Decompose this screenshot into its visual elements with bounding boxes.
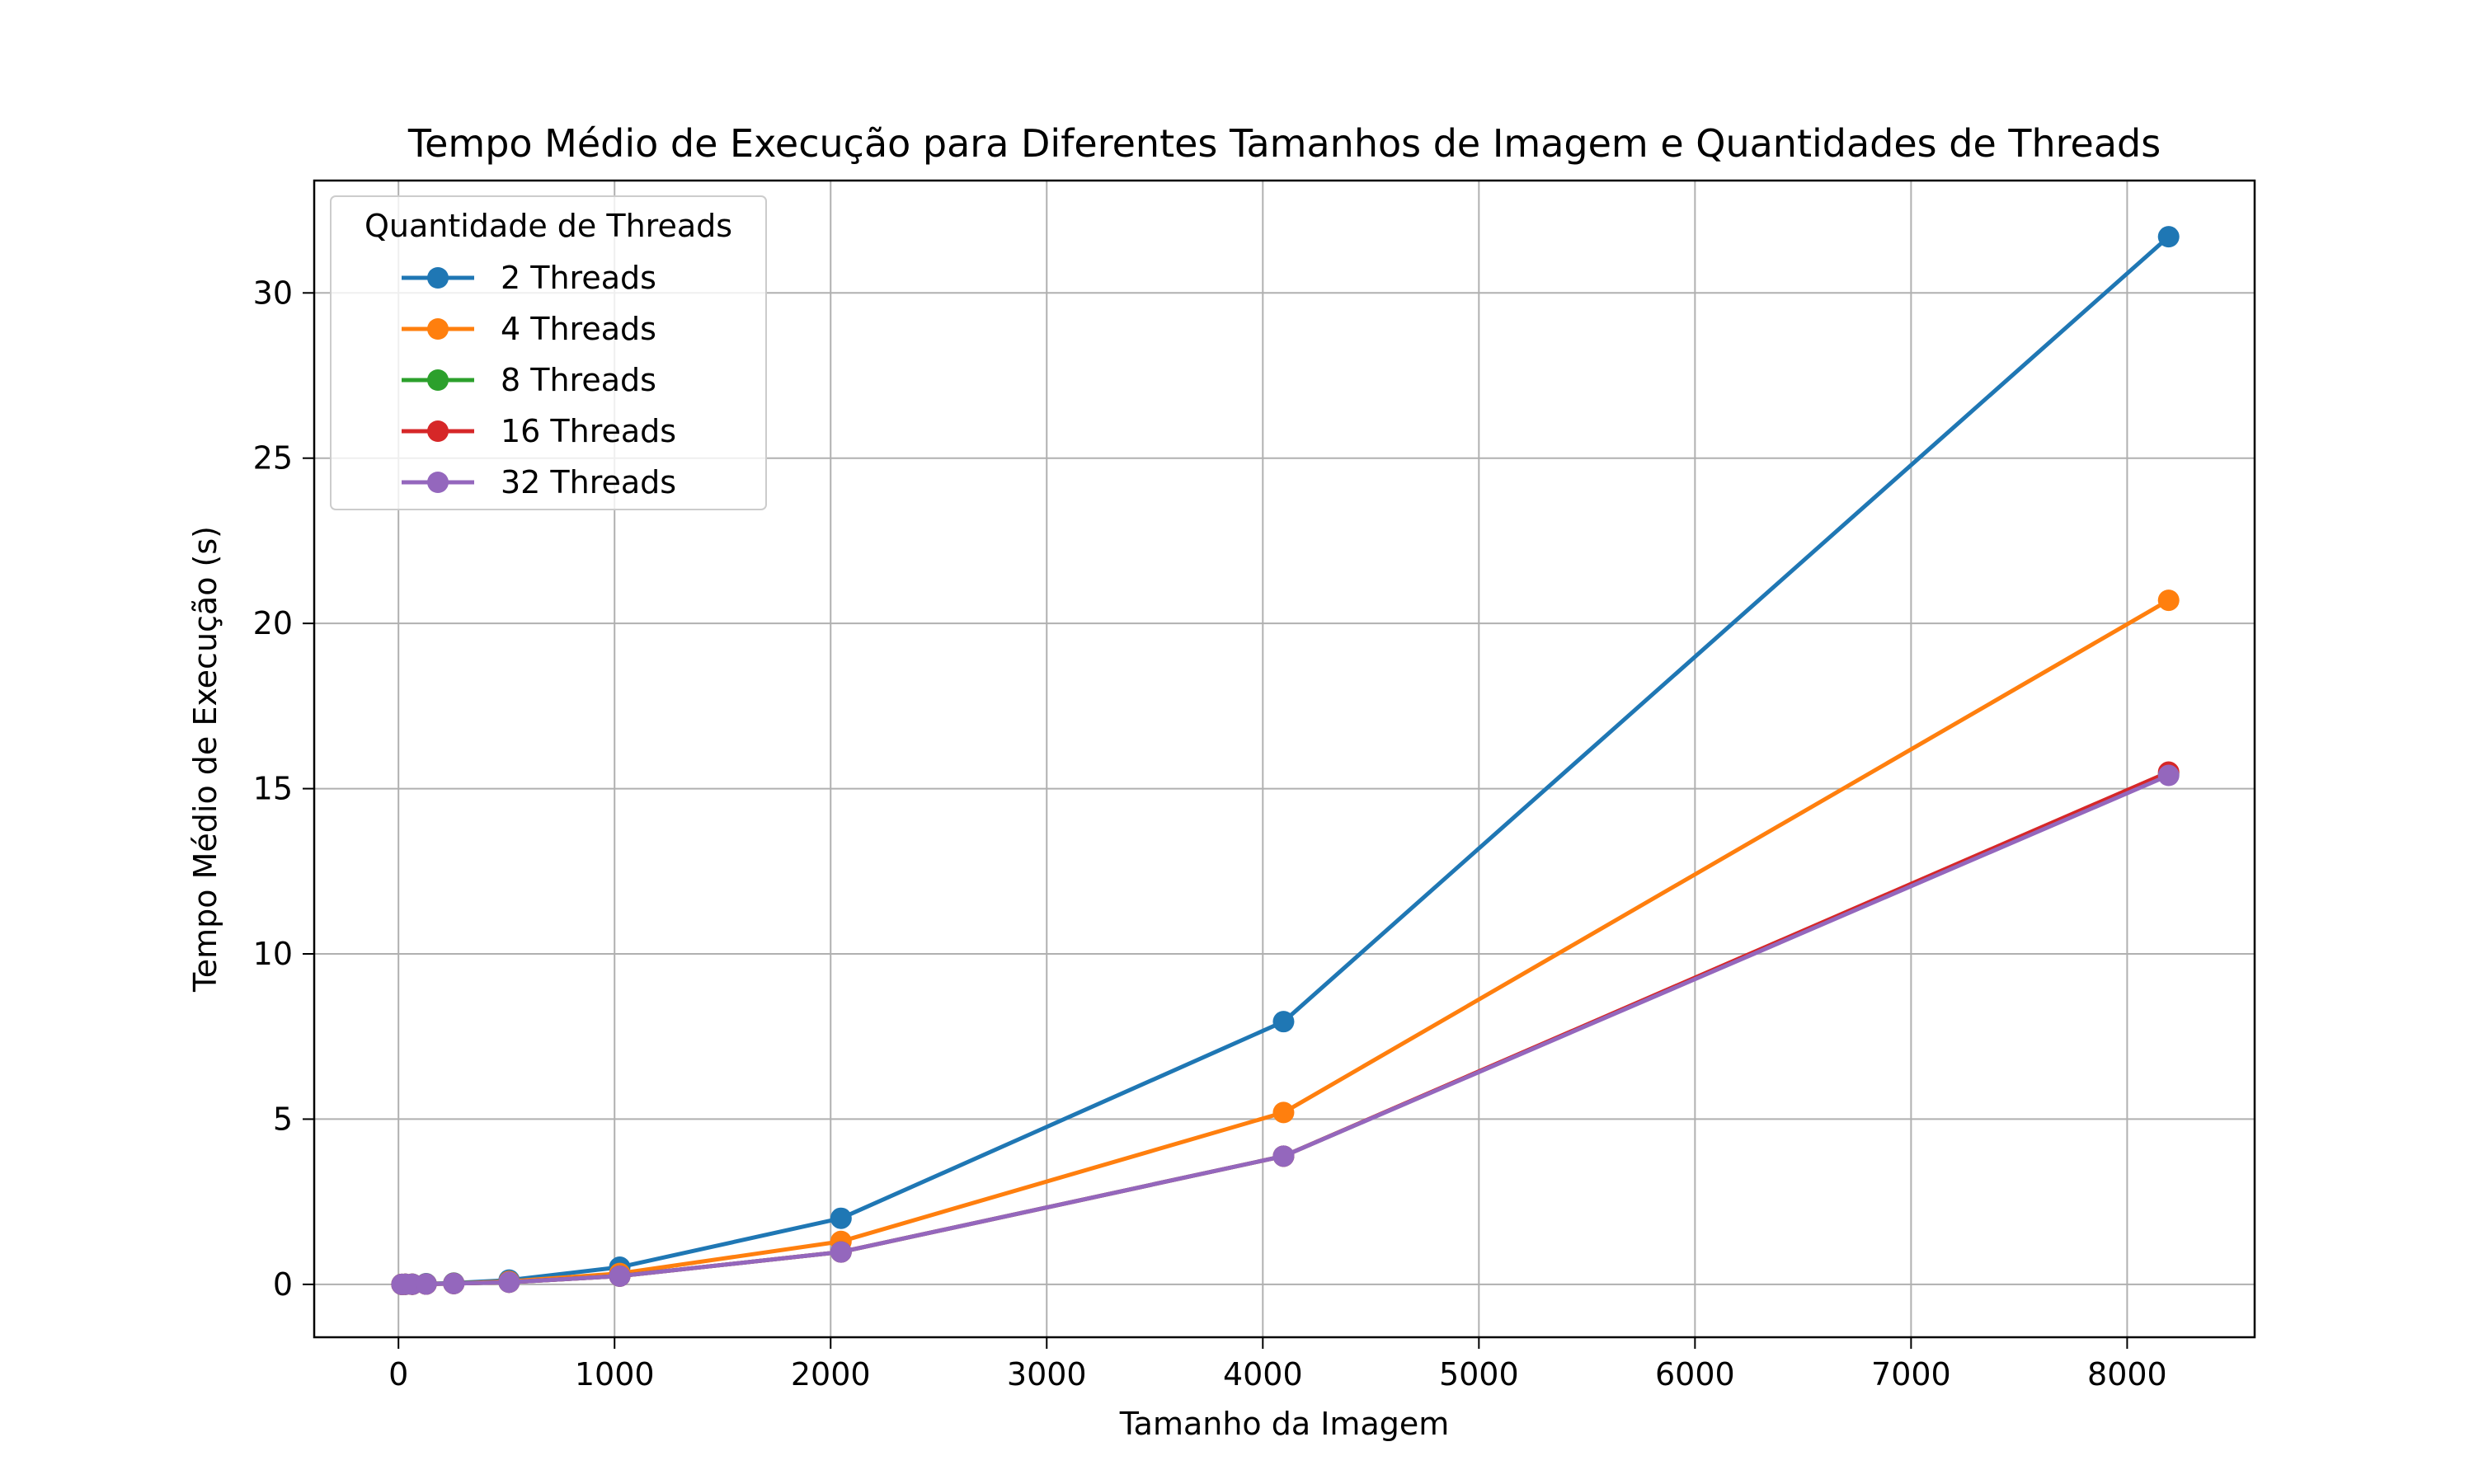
legend-swatch-marker [427,267,449,289]
legend: Quantidade de Threads 2 Threads 4 Threads… [330,195,767,510]
data-point [609,1265,631,1287]
y-tick-label: 5 [273,1101,293,1137]
x-tick-label: 6000 [1655,1356,1735,1392]
legend-entry: 4 Threads [402,311,656,347]
data-point [415,1273,437,1295]
data-point [1272,1011,1295,1033]
plot-frame [313,179,2256,1339]
x-tick-label: 0 [388,1356,408,1392]
y-tick-label: 15 [253,771,293,807]
y-tick-label: 25 [253,440,293,477]
legend-swatch-marker [427,369,449,391]
legend-entries: 2 Threads 4 Threads 8 Threads 16 Threads 32 … [402,260,676,500]
legend-swatch-marker [427,420,449,442]
legend-label: 4 Threads [501,311,656,347]
legend-entry: 32 Threads [402,464,676,500]
legend-label: 8 Threads [501,362,656,398]
y-tick-label: 20 [253,605,293,641]
series-5 [391,764,2180,1295]
x-axis-label: Tamanho da Imagem [1119,1406,1450,1442]
legend-label: 2 Threads [501,260,656,296]
x-tick-label: 8000 [2087,1356,2167,1392]
legend-title: Quantidade de Threads [365,208,732,244]
plot-series [391,226,2180,1295]
legend-swatch-marker [427,318,449,340]
data-point [830,1241,852,1263]
legend-entry: 8 Threads [402,362,656,398]
data-point [443,1272,465,1294]
data-point [830,1207,852,1229]
x-tick-label: 1000 [575,1356,655,1392]
data-point [1272,1145,1295,1167]
data-point [2157,589,2180,612]
data-point [2157,764,2180,787]
x-tick-label: 7000 [1871,1356,1951,1392]
legend-entry: 2 Threads [402,260,656,296]
legend-swatch-marker [427,472,449,493]
data-point [498,1271,520,1294]
legend-label: 32 Threads [501,464,676,500]
chart-title: Tempo Médio de Execução para Diferentes … [407,121,2161,166]
legend-entry: 16 Threads [402,413,676,449]
data-point [2157,226,2180,248]
x-tick-label: 5000 [1439,1356,1519,1392]
x-tick-label: 2000 [791,1356,871,1392]
x-tick-label: 4000 [1223,1356,1303,1392]
y-axis-label: Tempo Médio de Execução (s) [187,526,223,993]
y-tick-label: 0 [273,1266,293,1303]
y-tick-label: 10 [253,936,293,972]
axis-ticks: 0 1000 2000 3000 4000 5000 6000 7000 8000 0 5 10 15 2… [253,275,2167,1392]
legend-label: 16 Threads [501,413,676,449]
y-tick-label: 30 [253,275,293,311]
data-point [1272,1101,1295,1124]
x-tick-label: 3000 [1007,1356,1087,1392]
